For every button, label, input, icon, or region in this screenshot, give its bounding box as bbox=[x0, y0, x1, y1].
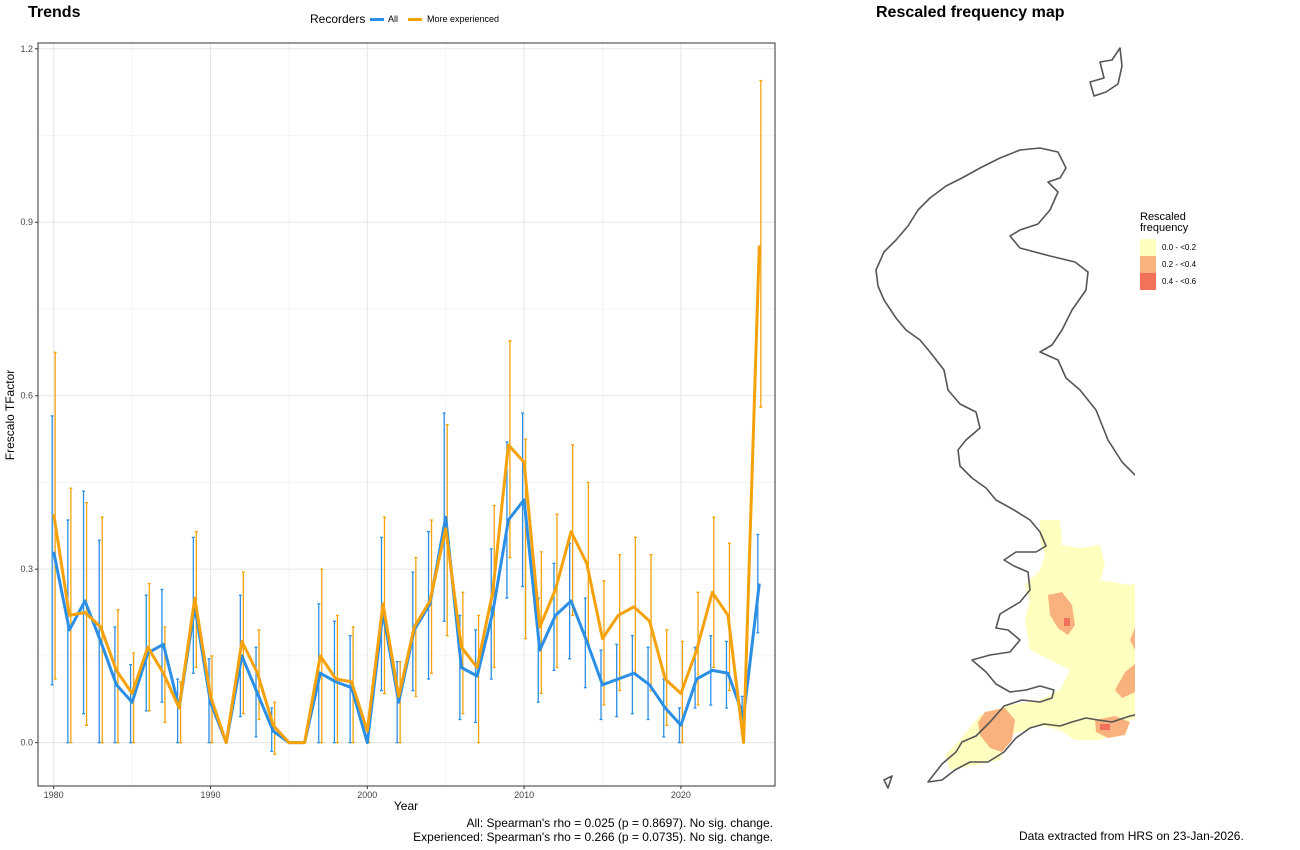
error-bar bbox=[602, 580, 606, 706]
x-tick-label: 2000 bbox=[357, 790, 377, 800]
frequency-cells bbox=[945, 520, 1135, 770]
legend-label-experienced: More experienced bbox=[427, 14, 500, 24]
map-title: Rescaled frequency map bbox=[876, 4, 1065, 21]
x-tick-label: 2020 bbox=[671, 790, 691, 800]
error-bar bbox=[477, 614, 481, 744]
error-bar bbox=[176, 678, 180, 744]
error-bar bbox=[508, 340, 512, 559]
error-bar bbox=[50, 415, 54, 686]
series-line-all bbox=[52, 498, 761, 745]
error-bar bbox=[66, 519, 70, 744]
map-legend-item-high: 0.4 - <0.6 bbox=[1140, 273, 1196, 290]
freq-mid-region-southwest bbox=[978, 708, 1015, 752]
legend-item-experienced: More experienced bbox=[408, 14, 499, 24]
y-tick-label: 0.9 bbox=[20, 217, 33, 227]
tick-layer: 0.0 0.3 0.6 0.9 1.2 1980 1990 2000 2010 2020 bbox=[20, 44, 690, 800]
series-layer bbox=[50, 79, 763, 755]
error-bar bbox=[129, 663, 133, 744]
error-bar bbox=[555, 513, 559, 669]
error-bar bbox=[461, 591, 465, 715]
legend-title: Recorders bbox=[310, 12, 366, 26]
y-axis-label: Frescalo TFactor bbox=[3, 370, 17, 460]
map-legend-label-high: 0.4 - <0.6 bbox=[1162, 277, 1197, 286]
error-bar bbox=[583, 597, 587, 689]
x-tick-label: 2010 bbox=[514, 790, 534, 800]
map-legend-title: Rescaled frequency bbox=[1140, 211, 1189, 234]
freq-low-region bbox=[945, 520, 1135, 770]
error-bar bbox=[116, 608, 120, 744]
legend-key-experienced bbox=[408, 17, 422, 21]
y-tick-label: 0.6 bbox=[20, 391, 33, 401]
gb-coastline bbox=[875, 47, 1135, 789]
grid-layer bbox=[38, 43, 775, 786]
stat-experienced-text: Experienced: Spearman's rho = 0.266 (p =… bbox=[413, 830, 773, 844]
error-bar bbox=[618, 554, 622, 692]
error-bar bbox=[633, 536, 637, 674]
map-legend-label-mid: 0.2 - <0.4 bbox=[1162, 260, 1197, 269]
stat-all-text: All: Spearman's rho = 0.025 (p = 0.8697)… bbox=[466, 816, 773, 830]
plot-frame bbox=[37, 42, 776, 787]
legend-label-all: All bbox=[388, 14, 399, 24]
y-tick-label: 0.3 bbox=[20, 564, 33, 574]
trend-chart: 0.0 0.3 0.6 0.9 1.2 1980 1990 2000 2010 2020 Year… bbox=[3, 42, 776, 813]
map-legend-item-low: 0.0 - <0.2 bbox=[1140, 239, 1196, 256]
series-line-experienced bbox=[52, 245, 761, 745]
map-legend-swatch-high bbox=[1140, 273, 1156, 290]
legend-item-all: All bbox=[370, 14, 398, 24]
map-legend-item-mid: 0.2 - <0.4 bbox=[1140, 256, 1196, 273]
error-bar bbox=[571, 444, 575, 617]
error-bar bbox=[348, 635, 352, 744]
error-bar bbox=[724, 640, 728, 709]
x-axis-label: Year bbox=[394, 799, 418, 813]
x-tick-label: 1990 bbox=[200, 790, 220, 800]
x-tick-label: 1980 bbox=[44, 790, 64, 800]
uk-frequency-map bbox=[875, 47, 1135, 789]
map-legend-swatch-mid bbox=[1140, 256, 1156, 273]
y-tick-label: 0.0 bbox=[20, 738, 33, 748]
error-bar bbox=[759, 79, 763, 408]
trends-title: Trends bbox=[28, 4, 81, 21]
freq-mid-region-east bbox=[1115, 627, 1135, 698]
error-bar bbox=[395, 661, 399, 744]
y-tick-label: 1.2 bbox=[20, 44, 33, 54]
map-legend-label-low: 0.0 - <0.2 bbox=[1162, 243, 1197, 252]
map-legend-swatch-low bbox=[1140, 239, 1156, 256]
legend-key-all bbox=[370, 17, 384, 21]
data-source-note: Data extracted from HRS on 23-Jan-2026. bbox=[1019, 829, 1244, 843]
